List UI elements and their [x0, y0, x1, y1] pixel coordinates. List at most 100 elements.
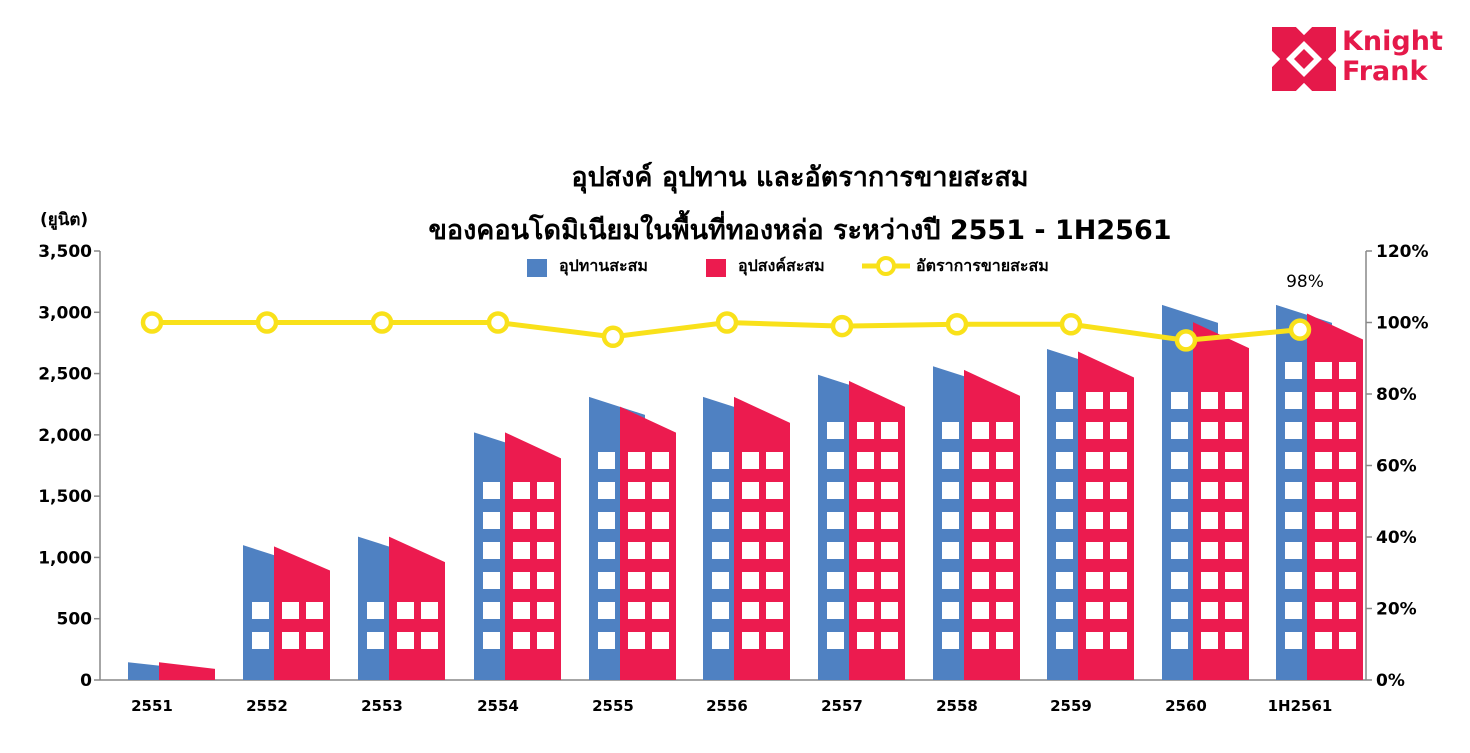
building-window: [942, 632, 959, 649]
building-window: [942, 482, 959, 499]
building-window: [857, 632, 874, 649]
building-window: [1171, 572, 1188, 589]
building-window: [1285, 632, 1302, 649]
rate-point: [830, 314, 854, 338]
logo-word-frank: Frank: [1342, 56, 1428, 87]
building-window: [1201, 392, 1218, 409]
building-window: [1110, 542, 1127, 559]
x-tick-label: 2559: [1050, 697, 1092, 715]
building-window: [1086, 482, 1103, 499]
building-window: [652, 572, 669, 589]
y2-tick-label: 120%: [1376, 242, 1429, 262]
building-window: [996, 512, 1013, 529]
building-window: [996, 542, 1013, 559]
building-window: [282, 602, 299, 619]
building-window: [827, 422, 844, 439]
building-window: [598, 572, 615, 589]
x-tick-label: 2554: [477, 697, 519, 715]
building-window: [1339, 362, 1356, 379]
building-window: [712, 602, 729, 619]
building-window: [996, 572, 1013, 589]
building-window: [1110, 572, 1127, 589]
building-window: [766, 632, 783, 649]
bar-demand: [1193, 322, 1249, 680]
building-window: [1056, 602, 1073, 619]
building-window: [1171, 392, 1188, 409]
building-window: [942, 572, 959, 589]
building-window: [598, 482, 615, 499]
building-window: [1086, 572, 1103, 589]
building-window: [742, 512, 759, 529]
building-window: [857, 572, 874, 589]
rate-point: [370, 311, 394, 334]
building-window: [996, 422, 1013, 439]
building-window: [1339, 632, 1356, 649]
building-window: [857, 512, 874, 529]
building-window: [652, 512, 669, 529]
building-window: [827, 452, 844, 469]
y2-tick-label: 0%: [1376, 671, 1405, 691]
building-window: [1339, 512, 1356, 529]
building-window: [1086, 392, 1103, 409]
building-window: [766, 452, 783, 469]
building-window: [397, 602, 414, 619]
building-window: [513, 542, 530, 559]
building-window: [1315, 392, 1332, 409]
building-window: [306, 602, 323, 619]
building-window: [996, 482, 1013, 499]
building-window: [972, 632, 989, 649]
building-window: [766, 542, 783, 559]
building-window: [881, 482, 898, 499]
building-window: [712, 542, 729, 559]
building-window: [972, 602, 989, 619]
building-window: [1339, 602, 1356, 619]
building-window: [598, 602, 615, 619]
building-window: [1285, 572, 1302, 589]
legend-label-supply: อุปทานสะสม: [559, 256, 648, 275]
building-window: [652, 482, 669, 499]
building-window: [857, 452, 874, 469]
building-window: [1225, 452, 1242, 469]
building-window: [513, 572, 530, 589]
building-window: [598, 542, 615, 559]
building-window: [367, 632, 384, 649]
building-window: [766, 602, 783, 619]
y-tick-label: 2,500: [38, 365, 92, 385]
building-window: [1315, 632, 1332, 649]
logo-word-knight: Knight: [1342, 26, 1443, 57]
y-tick-label: 1,500: [38, 487, 92, 507]
building-window: [598, 632, 615, 649]
building-window: [1110, 452, 1127, 469]
building-window: [857, 482, 874, 499]
building-window: [513, 482, 530, 499]
building-window: [1056, 572, 1073, 589]
building-window: [712, 512, 729, 529]
building-window: [1339, 392, 1356, 409]
building-window: [1056, 542, 1073, 559]
building-window: [483, 632, 500, 649]
building-window: [942, 452, 959, 469]
y-tick-label: 3,000: [38, 303, 92, 323]
building-window: [1285, 422, 1302, 439]
building-window: [1285, 392, 1302, 409]
y-axis-unit-label: (ยูนิต): [40, 210, 89, 230]
x-tick-label: 2558: [936, 697, 978, 715]
building-window: [1056, 392, 1073, 409]
building-window: [766, 512, 783, 529]
building-window: [1201, 512, 1218, 529]
building-window: [1315, 602, 1332, 619]
building-window: [252, 602, 269, 619]
building-window: [397, 632, 414, 649]
building-window: [1171, 482, 1188, 499]
building-window: [1201, 542, 1218, 559]
knight-frank-logo-mark: [1272, 27, 1336, 91]
building-window: [972, 422, 989, 439]
building-window: [1201, 602, 1218, 619]
building-window: [513, 512, 530, 529]
building-window: [827, 512, 844, 529]
building-window: [972, 482, 989, 499]
building-window: [1086, 602, 1103, 619]
rate-point: [945, 313, 969, 336]
building-window: [483, 602, 500, 619]
